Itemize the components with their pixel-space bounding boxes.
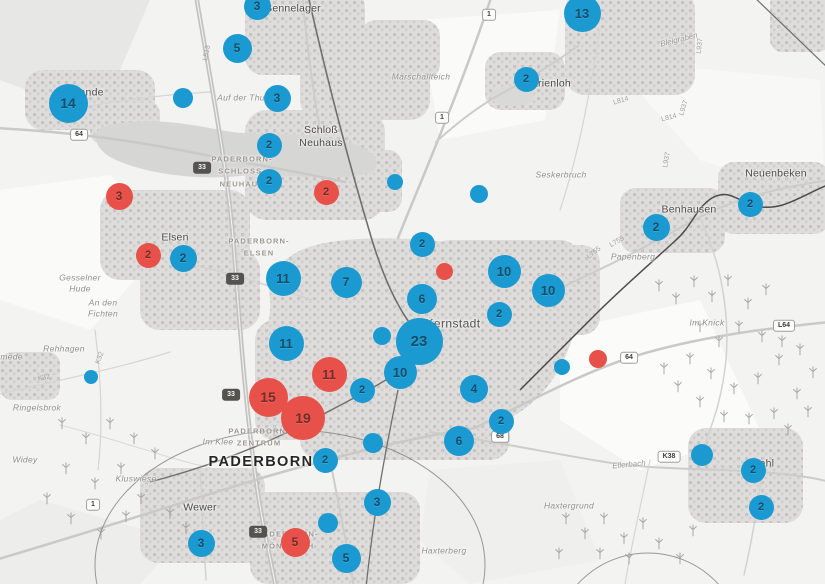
cluster-marker[interactable]: 2 <box>313 179 339 205</box>
cluster-marker[interactable]: 11 <box>311 356 347 392</box>
cluster-marker[interactable]: 2 <box>740 457 766 483</box>
cluster-marker[interactable]: 10 <box>487 254 521 288</box>
cluster-marker[interactable]: 2 <box>256 168 282 194</box>
cluster-marker[interactable]: 10 <box>531 273 565 307</box>
cluster-marker[interactable]: 2 <box>135 242 161 268</box>
point-marker[interactable] <box>470 185 488 203</box>
cluster-marker[interactable]: 6 <box>444 426 474 456</box>
cluster-marker[interactable]: 2 <box>349 377 375 403</box>
cluster-marker[interactable]: 3 <box>187 529 215 557</box>
cluster-marker[interactable]: 3 <box>105 182 133 210</box>
point-marker[interactable] <box>84 370 98 384</box>
cluster-marker[interactable]: 2 <box>409 231 435 257</box>
cluster-marker[interactable]: 6 <box>407 284 437 314</box>
cluster-marker[interactable]: 2 <box>748 494 774 520</box>
cluster-marker[interactable]: 2 <box>312 447 338 473</box>
point-marker[interactable] <box>387 174 403 190</box>
point-marker[interactable] <box>435 262 453 280</box>
point-marker[interactable] <box>589 350 607 368</box>
point-marker[interactable] <box>373 327 391 345</box>
point-marker[interactable] <box>691 444 713 466</box>
cluster-marker[interactable]: 2 <box>513 66 539 92</box>
cluster-marker[interactable]: 7 <box>330 266 362 298</box>
cluster-marker[interactable]: 3 <box>243 0 271 20</box>
cluster-marker[interactable]: 2 <box>642 213 670 241</box>
cluster-marker[interactable]: 10 <box>383 355 417 389</box>
cluster-marker[interactable]: 5 <box>331 543 361 573</box>
cluster-marker[interactable]: 2 <box>256 132 282 158</box>
cluster-marker[interactable]: 11 <box>265 260 301 296</box>
cluster-marker[interactable]: 19 <box>281 396 325 440</box>
point-marker[interactable] <box>363 433 383 453</box>
cluster-marker[interactable]: 2 <box>486 301 512 327</box>
cluster-marker[interactable]: 5 <box>280 527 310 557</box>
cluster-marker[interactable]: 4 <box>460 375 488 403</box>
cluster-marker[interactable]: 11 <box>268 325 304 361</box>
cluster-marker[interactable]: 3 <box>263 84 291 112</box>
cluster-marker[interactable]: 14 <box>48 83 88 123</box>
cluster-marker[interactable]: 13 <box>563 0 601 32</box>
cluster-marker[interactable]: 2 <box>488 408 514 434</box>
cluster-marker[interactable]: 5 <box>222 33 252 63</box>
cluster-marker[interactable]: 2 <box>737 191 763 217</box>
point-marker[interactable] <box>318 513 338 533</box>
cluster-marker[interactable]: 2 <box>169 244 197 272</box>
point-marker[interactable] <box>554 359 570 375</box>
point-marker[interactable] <box>173 88 193 108</box>
cluster-marker[interactable]: 3 <box>363 488 391 516</box>
